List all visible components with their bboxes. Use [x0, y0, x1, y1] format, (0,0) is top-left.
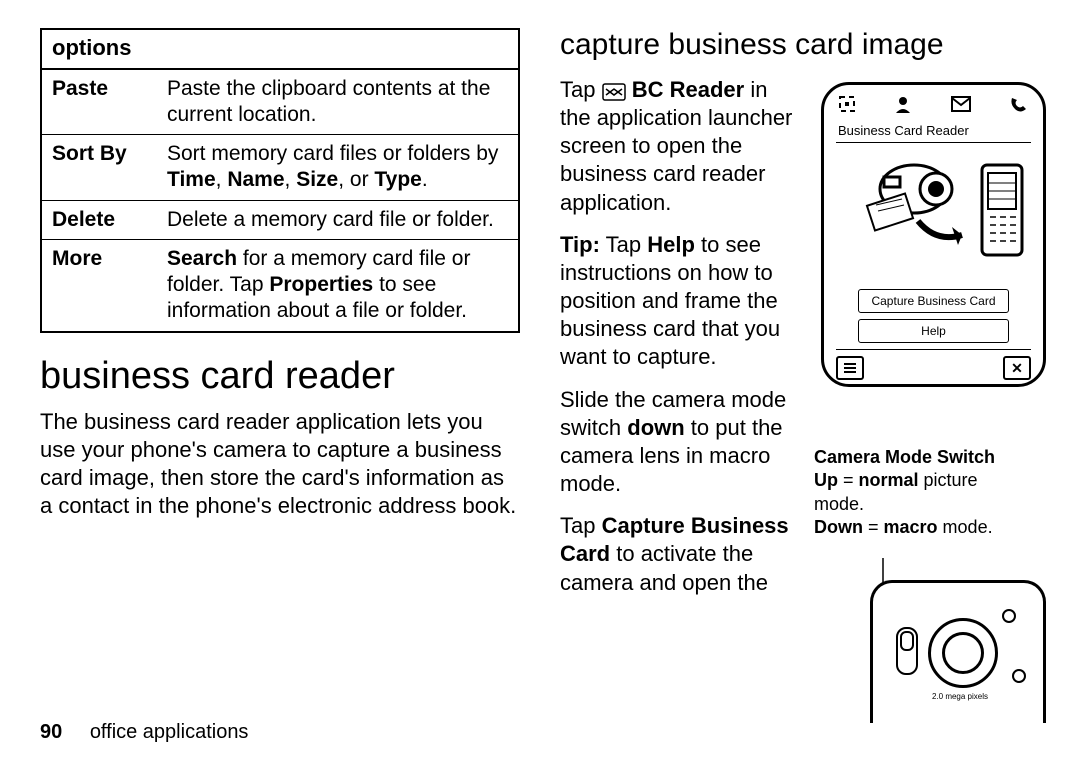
mode-line-1: Up = normal picture mode. — [814, 469, 1014, 516]
body-paragraph: Tap BC Reader in the application launche… — [560, 76, 800, 217]
option-row: Sort By Sort memory card files or folder… — [42, 135, 518, 201]
option-row: More Search for a memory card file or fo… — [42, 240, 518, 331]
page-number: 90 — [40, 721, 62, 743]
body-paragraph: Tip: Tap Help to see instructions on how… — [560, 231, 800, 372]
menu-icon[interactable] — [836, 356, 864, 380]
right-column: capture business card image Tap BC Reade… — [560, 28, 1046, 746]
phone-icon — [1009, 95, 1029, 119]
options-header: options — [42, 30, 518, 70]
mode-heading: Camera Mode Switch — [814, 446, 1014, 469]
option-label: Sort By — [52, 141, 167, 194]
megapixel-label: 2.0 mega pixels — [932, 692, 988, 701]
right-body-text: Tap BC Reader in the application launche… — [560, 76, 800, 611]
mode-line-2: Down = macro mode. — [814, 516, 1014, 539]
device-canvas — [836, 143, 1031, 283]
option-label: Paste — [52, 76, 167, 129]
manual-page: options Paste Paste the clipboard conten… — [0, 0, 1080, 766]
option-desc: Sort memory card files or folders by Tim… — [167, 141, 508, 194]
section-heading: business card reader — [40, 355, 520, 398]
option-label: More — [52, 246, 167, 325]
mode-switch — [896, 627, 918, 675]
body-paragraph: Tap Capture Business Card to activate th… — [560, 512, 800, 596]
person-icon — [894, 95, 912, 119]
camera-mode-label: Camera Mode Switch Up = normal picture m… — [814, 446, 1014, 540]
body-paragraph: Slide the camera mode switch down to put… — [560, 386, 800, 499]
option-row: Paste Paste the clipboard contents at th… — [42, 70, 518, 136]
lens-core — [942, 632, 984, 674]
option-desc: Paste the clipboard contents at the curr… — [167, 76, 508, 129]
device-statusbar — [836, 95, 1031, 123]
help-button[interactable]: Help — [858, 319, 1009, 343]
section-name: office applications — [90, 721, 249, 743]
capture-button[interactable]: Capture Business Card — [858, 289, 1009, 313]
phone-back-illustration: 2.0 mega pixels — [821, 558, 1046, 723]
left-column: options Paste Paste the clipboard conten… — [40, 28, 520, 746]
mail-icon — [951, 95, 971, 119]
device-screen: Business Card Reader — [821, 82, 1046, 387]
option-row: Delete Delete a memory card file or fold… — [42, 201, 518, 240]
flash-dot — [1012, 669, 1026, 683]
options-table: options Paste Paste the clipboard conten… — [40, 28, 520, 333]
option-desc: Delete a memory card file or folder. — [167, 207, 508, 233]
close-icon[interactable]: ✕ — [1003, 356, 1031, 380]
body-paragraph: The business card reader application let… — [40, 408, 520, 521]
sensor-dot — [1002, 609, 1016, 623]
page-footer: 90 office applications — [40, 721, 248, 744]
option-label: Delete — [52, 207, 167, 233]
focus-icon — [838, 95, 856, 119]
section-body: The business card reader application let… — [40, 408, 520, 535]
device-bottombar: ✕ — [836, 349, 1031, 380]
device-mock: Business Card Reader — [821, 82, 1046, 387]
subsection-heading: capture business card image — [560, 28, 1046, 62]
device-app-title: Business Card Reader — [836, 123, 1031, 143]
option-desc: Search for a memory card file or folder.… — [167, 246, 508, 325]
device-buttons: Capture Business Card Help — [836, 283, 1031, 343]
